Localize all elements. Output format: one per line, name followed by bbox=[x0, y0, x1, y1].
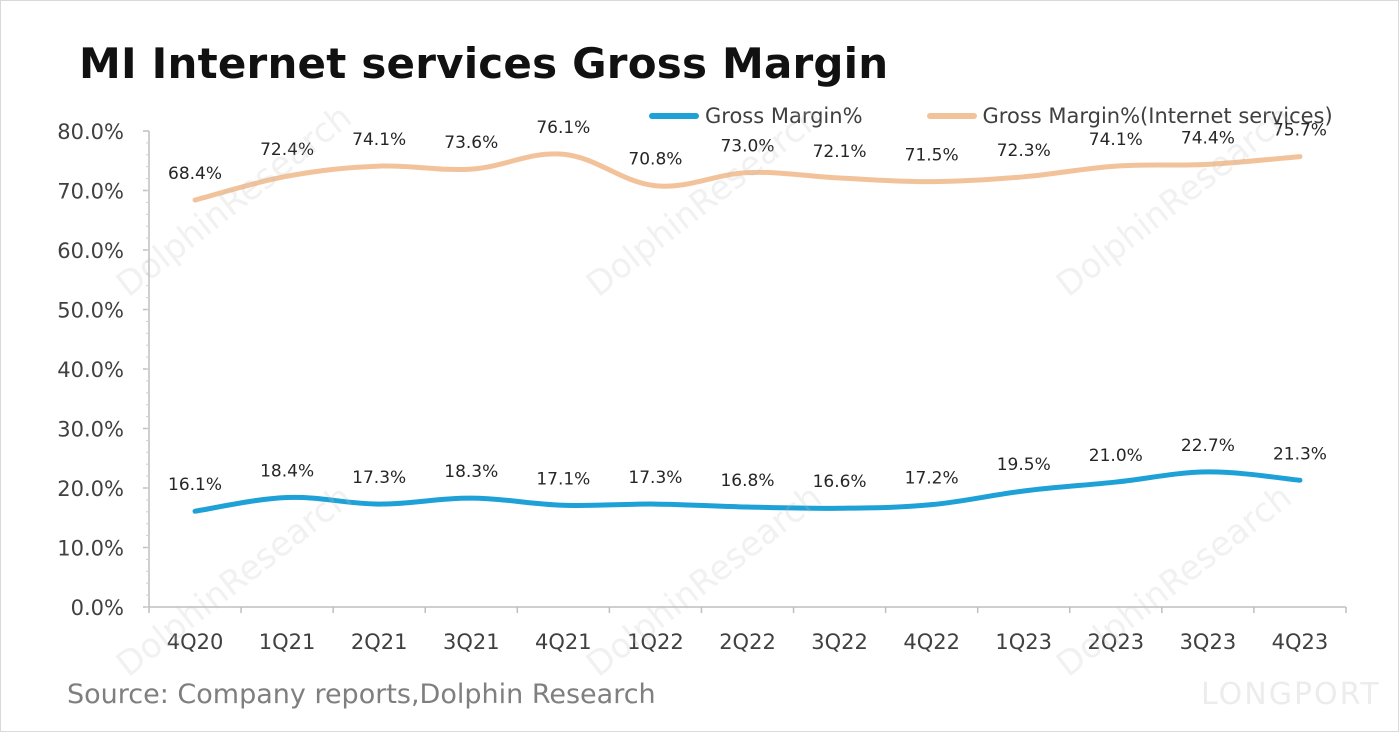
data-label-gross-margin: 21.3% bbox=[1273, 444, 1327, 464]
data-label-gross-margin: 17.3% bbox=[352, 468, 406, 488]
x-tick-label: 2Q23 bbox=[1087, 630, 1144, 654]
data-label-internet-services: 75.7% bbox=[1273, 121, 1327, 141]
data-point bbox=[837, 176, 842, 181]
data-point bbox=[745, 170, 750, 175]
data-label-internet-services: 73.6% bbox=[444, 133, 498, 153]
x-tick-label: 3Q23 bbox=[1180, 630, 1237, 654]
data-point bbox=[193, 509, 198, 514]
data-point bbox=[1113, 164, 1118, 169]
data-point bbox=[929, 502, 934, 507]
data-label-gross-margin: 18.4% bbox=[260, 462, 314, 482]
x-tick-label: 4Q23 bbox=[1272, 630, 1329, 654]
y-tick-label: 80.0% bbox=[57, 120, 124, 144]
y-tick-label: 70.0% bbox=[57, 180, 124, 204]
data-point bbox=[1297, 478, 1302, 483]
data-label-internet-services: 72.4% bbox=[260, 140, 314, 160]
data-point bbox=[1205, 469, 1210, 474]
data-label-internet-services: 71.5% bbox=[905, 146, 959, 166]
x-tick-label: 2Q21 bbox=[351, 630, 408, 654]
data-label-internet-services: 74.1% bbox=[1089, 130, 1143, 150]
data-label-gross-margin: 16.1% bbox=[168, 475, 222, 495]
data-point bbox=[285, 174, 290, 179]
data-label-gross-margin: 16.6% bbox=[813, 472, 867, 492]
x-tick-label: 1Q23 bbox=[995, 630, 1052, 654]
legend-label-internet-services: Gross Margin%(Internet services) bbox=[982, 104, 1333, 128]
data-label-gross-margin: 19.5% bbox=[997, 455, 1051, 475]
data-point bbox=[377, 502, 382, 507]
x-tick-label: 1Q22 bbox=[627, 630, 684, 654]
y-tick-label: 20.0% bbox=[57, 477, 124, 501]
data-point bbox=[929, 179, 934, 184]
legend-swatch-gross-margin bbox=[649, 113, 699, 119]
data-label-gross-margin: 17.1% bbox=[536, 469, 590, 489]
legend: Gross Margin% Gross Margin%(Internet ser… bbox=[649, 101, 1397, 131]
data-point bbox=[1021, 488, 1026, 493]
data-label-internet-services: 68.4% bbox=[168, 164, 222, 184]
data-label-internet-services: 76.1% bbox=[536, 118, 590, 138]
legend-swatch-internet-services bbox=[926, 113, 977, 119]
data-label-internet-services: 74.1% bbox=[352, 130, 406, 150]
series-line-internet-services bbox=[192, 151, 1303, 203]
data-label-internet-services: 72.1% bbox=[813, 142, 867, 162]
data-label-gross-margin: 21.0% bbox=[1089, 446, 1143, 466]
data-point bbox=[745, 505, 750, 510]
data-point bbox=[837, 506, 842, 511]
data-point bbox=[469, 167, 474, 172]
data-label-gross-margin: 18.3% bbox=[444, 462, 498, 482]
data-label-internet-services: 74.4% bbox=[1181, 128, 1235, 148]
brand-watermark: LONGPORT bbox=[1201, 677, 1381, 712]
x-tick-label: 2Q22 bbox=[719, 630, 776, 654]
data-point bbox=[469, 496, 474, 501]
y-tick-label: 60.0% bbox=[57, 239, 124, 263]
data-label-gross-margin: 17.2% bbox=[905, 469, 959, 489]
x-tick-label: 4Q21 bbox=[535, 630, 592, 654]
data-label-gross-margin: 17.3% bbox=[628, 468, 682, 488]
y-tick-label: 50.0% bbox=[57, 299, 124, 323]
data-label-internet-services: 70.8% bbox=[628, 150, 682, 170]
data-label-gross-margin: 22.7% bbox=[1181, 436, 1235, 456]
data-point bbox=[561, 503, 566, 508]
data-point bbox=[653, 502, 658, 507]
x-tick-label: 4Q22 bbox=[903, 630, 960, 654]
data-point bbox=[193, 198, 198, 203]
data-label-internet-services: 72.3% bbox=[997, 141, 1051, 161]
data-point bbox=[1113, 480, 1118, 485]
x-tick-label: 4Q20 bbox=[167, 630, 224, 654]
data-point bbox=[1297, 154, 1302, 159]
data-point bbox=[1205, 162, 1210, 167]
data-point bbox=[561, 152, 566, 157]
data-point bbox=[653, 183, 658, 188]
x-tick-label: 3Q21 bbox=[443, 630, 500, 654]
legend-item-internet-services: Gross Margin%(Internet services) bbox=[926, 104, 1333, 128]
legend-item-gross-margin: Gross Margin% bbox=[649, 104, 863, 128]
legend-label-gross-margin: Gross Margin% bbox=[705, 104, 863, 128]
data-point bbox=[1021, 174, 1026, 179]
chart-title: MI Internet services Gross Margin bbox=[79, 39, 889, 88]
data-point bbox=[285, 495, 290, 500]
x-tick-label: 3Q22 bbox=[811, 630, 868, 654]
y-tick-label: 10.0% bbox=[57, 537, 124, 561]
source-note: Source: Company reports,Dolphin Research bbox=[67, 679, 656, 710]
x-tick-label: 1Q21 bbox=[259, 630, 316, 654]
data-label-gross-margin: 16.8% bbox=[720, 471, 774, 491]
y-tick-label: 0.0% bbox=[71, 596, 124, 620]
data-point bbox=[377, 164, 382, 169]
y-tick-label: 40.0% bbox=[57, 358, 124, 382]
data-label-internet-services: 73.0% bbox=[720, 137, 774, 157]
y-tick-label: 30.0% bbox=[57, 418, 124, 442]
